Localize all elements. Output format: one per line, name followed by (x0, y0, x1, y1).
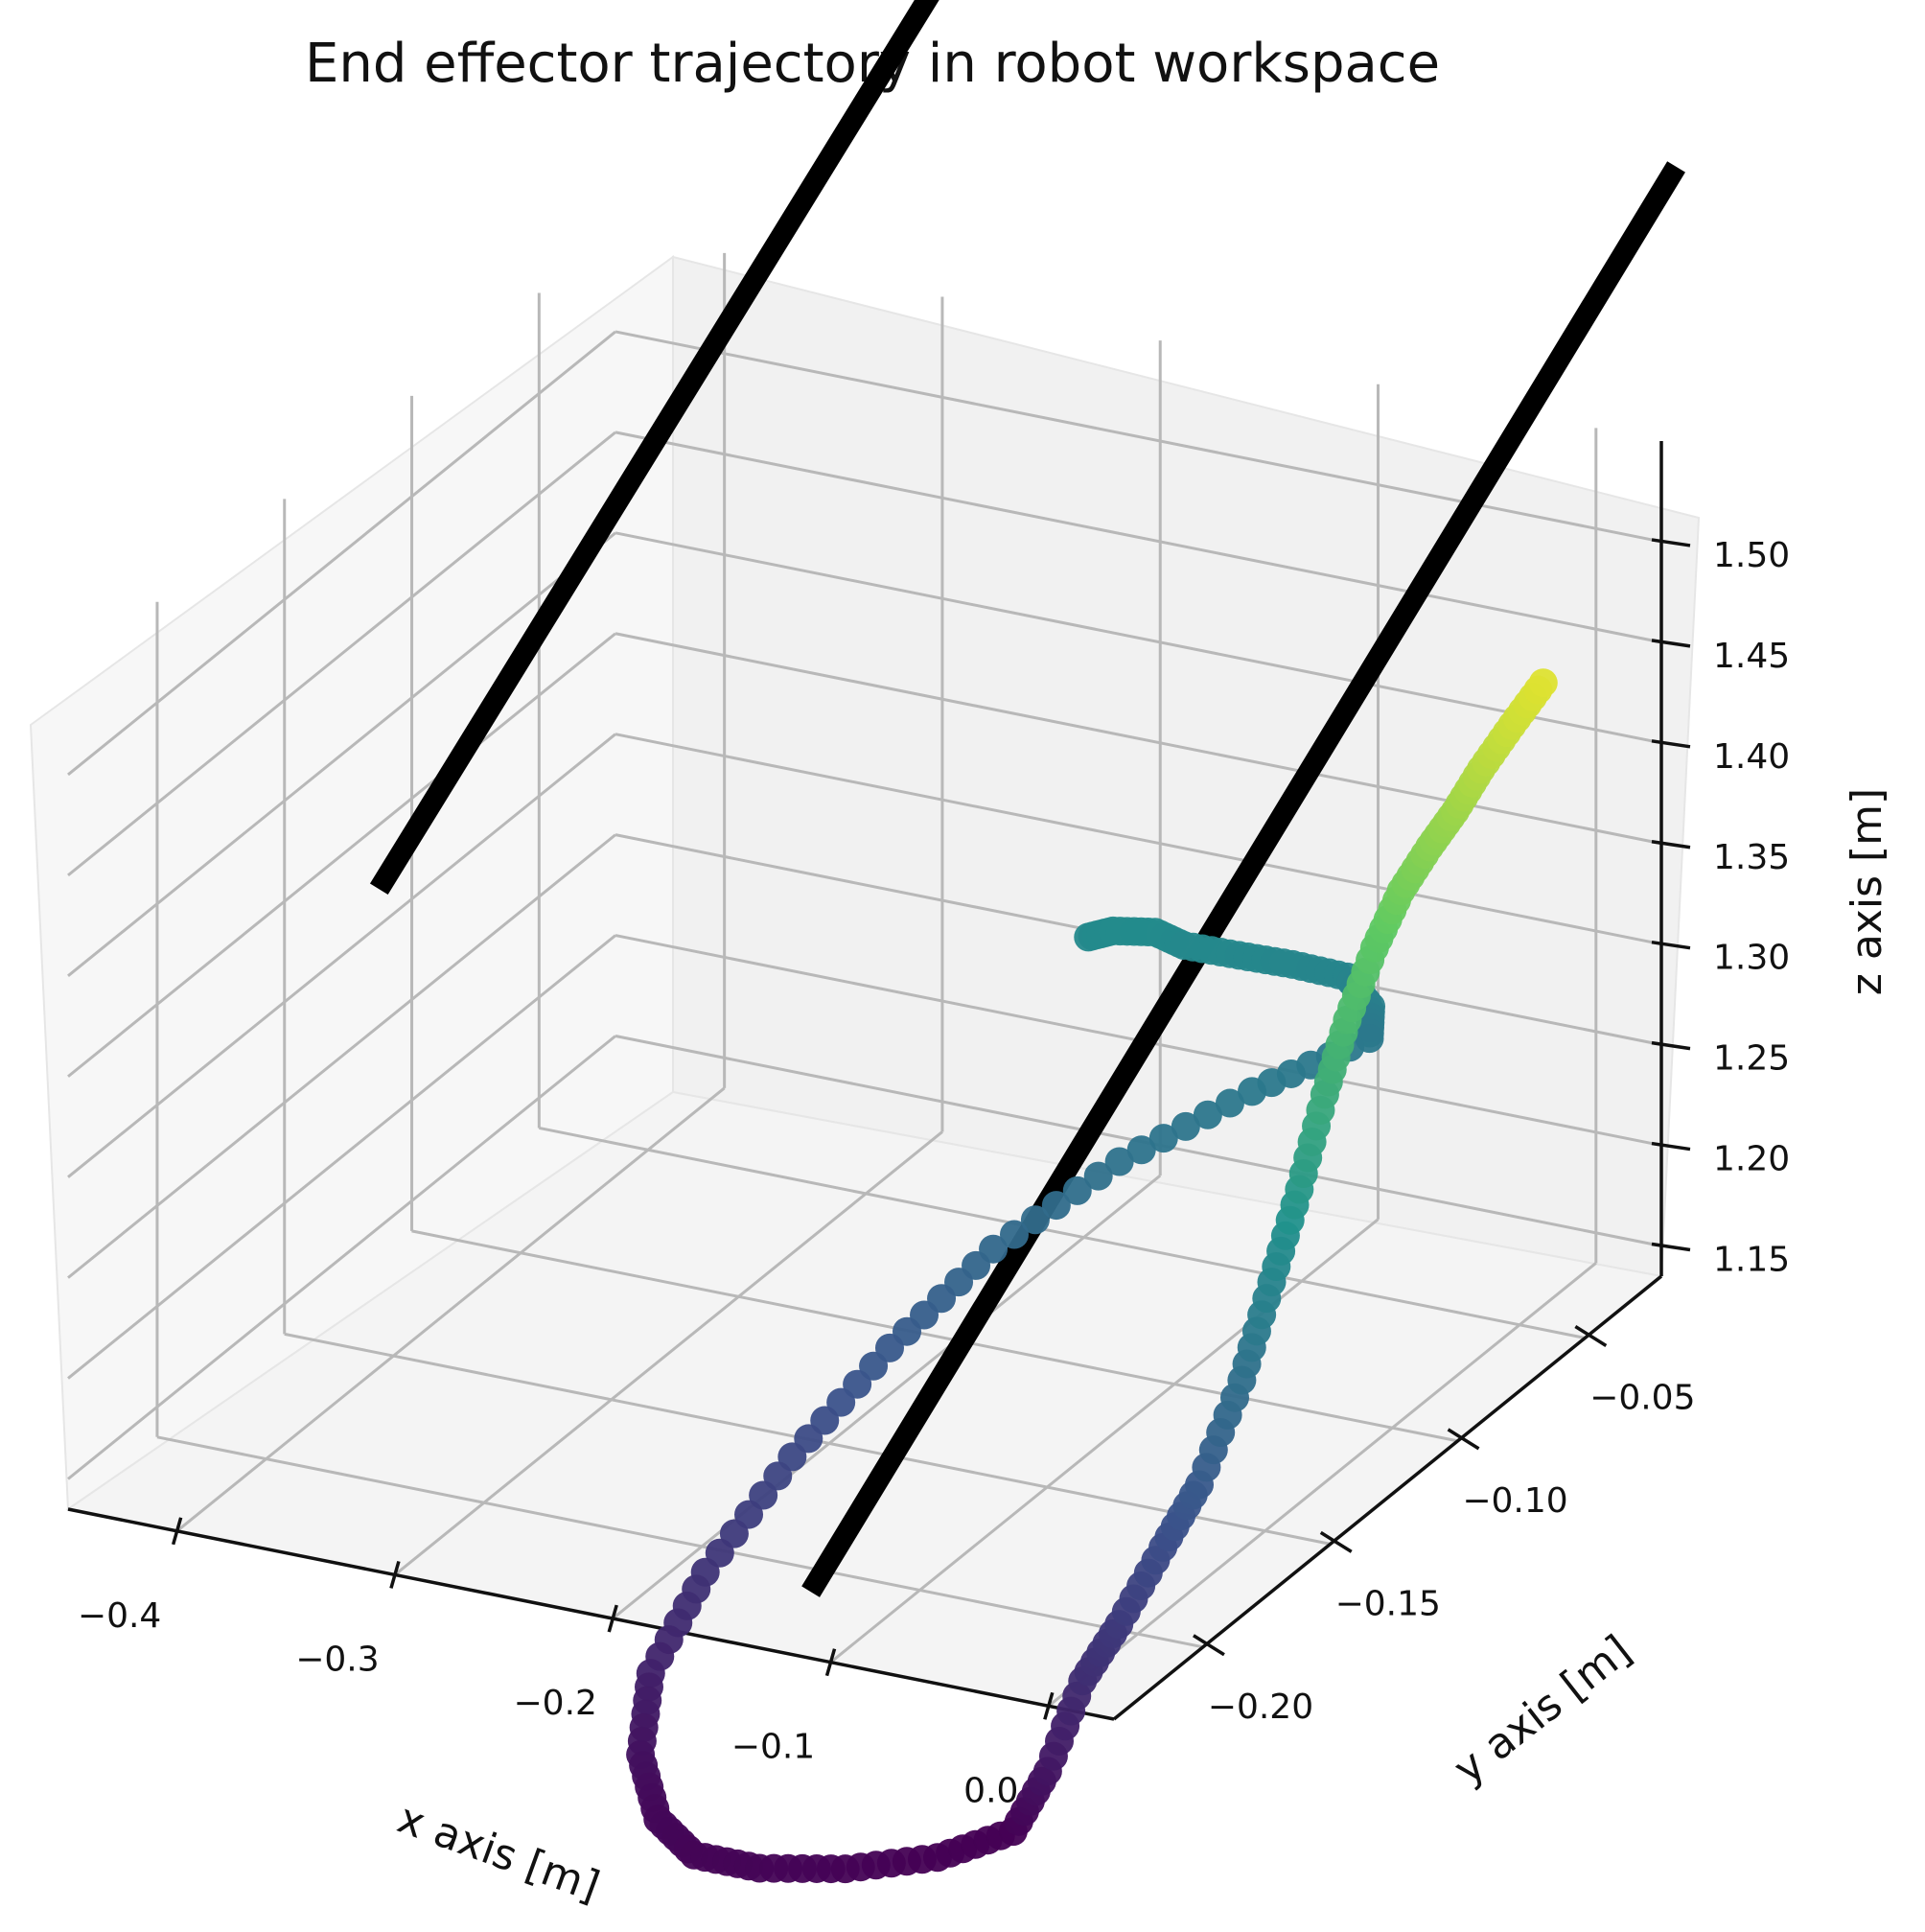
x-tick-label: 0.0 (963, 1771, 1018, 1810)
y-axis-line (1112, 1274, 1663, 1721)
grid-x-floor-3 (829, 1218, 1380, 1664)
z-tick-label: 1.30 (1713, 939, 1790, 978)
x-tick-label: −0.4 (78, 1596, 161, 1636)
trajectory-series (626, 668, 1558, 1884)
trajectory-point (1171, 1111, 1200, 1141)
grid-x-floor-2 (612, 1174, 1162, 1620)
z-tick-mark (1651, 639, 1691, 648)
trajectory-point (1041, 1191, 1071, 1221)
y-tick-label: −0.10 (1462, 1481, 1567, 1521)
x-axis-label: x axis [m] (391, 1794, 606, 1912)
y-tick-label: −0.15 (1335, 1584, 1441, 1623)
z-tick-label: 1.35 (1713, 838, 1790, 877)
z-axis-label: z axis [m] (1843, 788, 1891, 995)
obstacles (369, 0, 1685, 1597)
z-tick-mark (1651, 739, 1691, 749)
x-tick-mark (389, 1560, 401, 1589)
trajectory-point (1104, 1147, 1134, 1176)
x-tick-mark (824, 1648, 837, 1677)
y-axis-label: y axis [m] (1445, 1626, 1640, 1794)
grid-z-left-3 (67, 733, 616, 1178)
grid-x-floor-1 (393, 1130, 943, 1576)
trajectory-point (1083, 1161, 1113, 1191)
z-tick-mark (1651, 840, 1691, 850)
z-tick-label: 1.40 (1713, 737, 1790, 777)
z-tick-label: 1.50 (1713, 536, 1790, 575)
grid-z-left-1 (67, 934, 616, 1380)
y-tick-mark (1319, 1530, 1353, 1553)
trajectory-point (1126, 1135, 1156, 1165)
z-tick-label: 1.45 (1713, 637, 1790, 676)
trajectory-point (999, 1220, 1029, 1249)
x-tick-mark (171, 1517, 183, 1546)
grid-x-floor-4 (1047, 1262, 1597, 1708)
y-tick-mark (1447, 1428, 1480, 1451)
z-tick-mark (1651, 1141, 1691, 1152)
z-tick-label: 1.25 (1713, 1039, 1790, 1079)
x-tick-mark (1043, 1691, 1055, 1720)
y-tick-label: −0.05 (1589, 1378, 1695, 1417)
trajectory-point (1193, 1100, 1222, 1129)
tick-labels: −0.4 −0.3 −0.2 −0.1 0.0 −0.20 −0.15 −0.10 −0.05 1… (78, 536, 1790, 1810)
obstacle-line-1 (369, 0, 939, 896)
z-tick-mark (1651, 538, 1691, 547)
trajectory-point (1238, 1077, 1267, 1106)
z-tick-label: 1.20 (1713, 1140, 1790, 1179)
grid-y-floor-2 (411, 1229, 1458, 1443)
grid-z-left-4 (67, 632, 616, 1078)
grid-z-left-7 (67, 330, 616, 777)
grid-z-left-6 (67, 431, 616, 877)
axes (67, 441, 1691, 1721)
x-tick-mark (607, 1604, 618, 1633)
grid-z-back-3 (615, 733, 1662, 946)
grid-y-floor-0 (156, 1435, 1204, 1649)
x-tick-label: −0.2 (514, 1684, 597, 1723)
grid-z-left-0 (67, 1035, 616, 1480)
y-tick-mark (1193, 1634, 1225, 1657)
grid-z-left-2 (67, 833, 616, 1279)
trajectory-point (1528, 668, 1558, 698)
y-tick-mark (1574, 1324, 1608, 1347)
x-tick-label: −0.1 (731, 1728, 815, 1767)
obstacle-line-2 (801, 161, 1685, 1597)
grid-z-back-4 (615, 632, 1662, 846)
trajectory-point (1020, 1205, 1050, 1235)
z-tick-mark (1651, 1040, 1691, 1051)
gridlines (67, 252, 1662, 1708)
y-tick-label: −0.20 (1208, 1688, 1313, 1727)
z-tick-mark (1651, 1242, 1691, 1252)
grid-z-back-5 (615, 531, 1662, 745)
z-tick-label: 1.15 (1713, 1241, 1790, 1280)
grid-z-back-7 (615, 330, 1662, 544)
grid-z-back-6 (615, 431, 1662, 644)
trajectory-point (1062, 1175, 1092, 1205)
grid-x-floor-0 (175, 1086, 726, 1532)
trajectory-point (1148, 1124, 1178, 1153)
x-axis-line (67, 1507, 1115, 1721)
grid-y-floor-3 (539, 1126, 1586, 1339)
trajectory-point (1215, 1088, 1244, 1118)
x-tick-label: −0.3 (295, 1640, 379, 1679)
z-tick-mark (1651, 940, 1691, 950)
grid-z-left-5 (67, 531, 616, 977)
